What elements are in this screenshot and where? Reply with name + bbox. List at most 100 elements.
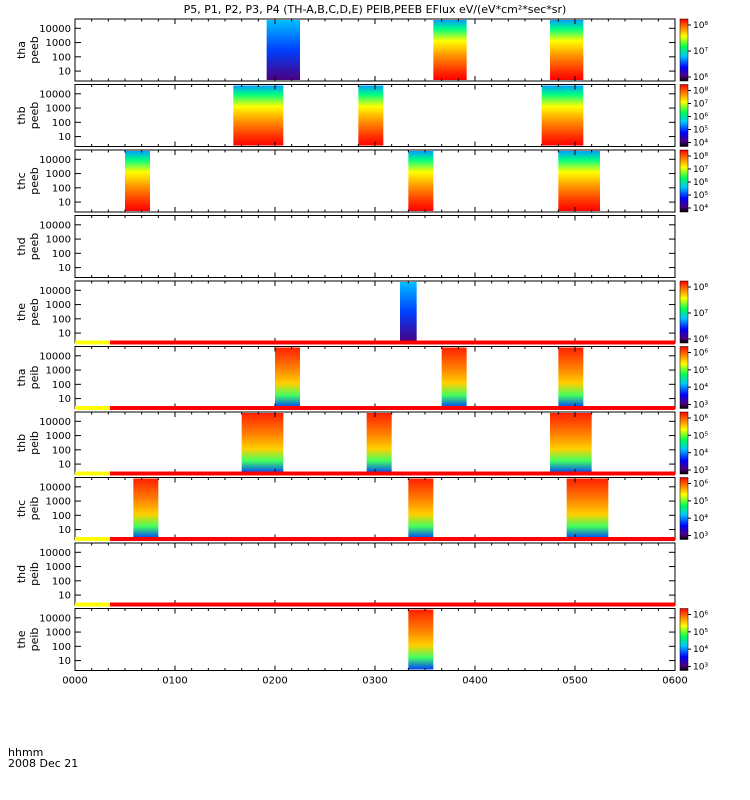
colorbar-label: 10⁴ (693, 514, 708, 524)
y-tick-label: 10000 (39, 286, 71, 297)
spectrogram-block-1 (400, 282, 417, 342)
panel-thb-peeb: 10000 1000 100 10 thb peeb 10⁸ 10⁷ 10⁶ 10⁵ 10⁴ (15, 84, 708, 149)
panel-frame (74, 346, 676, 409)
x-tick-label: 0300 (362, 676, 387, 687)
colorbar-label: 10⁶ (693, 178, 708, 188)
x-tick-label: 0600 (662, 676, 687, 687)
colorbar (679, 411, 689, 475)
y-tick-label: 10 (58, 329, 71, 340)
mode-bar-red (110, 537, 675, 541)
panel-label: thc (15, 500, 28, 517)
mode-bar-yellow (75, 602, 110, 607)
y-tick-label: 100 (52, 249, 71, 260)
colorbar-label: 10⁴ (693, 204, 708, 214)
colorbar-label: 10⁴ (693, 139, 708, 149)
mode-bar-red (110, 340, 675, 345)
y-tick-label: 10 (58, 591, 71, 602)
panel-label: peeb (28, 36, 41, 64)
panel-thc-peib: 10000 1000 100 10 thc peib 10⁶ 10⁵ 10⁴ 10³ (15, 471, 708, 542)
colorbar-label: 10³ (693, 663, 708, 673)
colorbar-label: 10⁵ (693, 628, 708, 638)
colorbar (679, 477, 689, 540)
y-tick-label: 1000 (46, 497, 71, 508)
panel-label: peeb (28, 167, 41, 195)
colorbar-label: 10⁸ (693, 152, 708, 162)
y-tick-label: 10000 (39, 548, 71, 559)
spectrogram-block-3 (566, 478, 609, 539)
bottom-axis: 0000 0100 0200 0300 0400 0500 0600 (62, 676, 687, 687)
y-tick-label: 10000 (39, 220, 71, 231)
y-tick-label: 10000 (39, 417, 71, 428)
spectrogram-block-1 (408, 609, 434, 670)
y-tick-label: 1000 (46, 366, 71, 377)
colorbar-label: 10⁶ (693, 480, 708, 490)
panel-the-peeb: 10000 1000 100 10 the peeb 10⁸ 10⁷ 10⁶ (15, 280, 708, 345)
panel-label: the (15, 303, 28, 321)
spectrogram-block-1 (275, 347, 300, 408)
colorbar-label: 10⁶ (693, 349, 708, 359)
panel-label: peib (28, 562, 41, 586)
time-axis-label: hhmm (8, 746, 43, 759)
y-tick-label: 10000 (39, 351, 71, 362)
colorbar-label: 10⁴ (693, 383, 708, 393)
x-tick-label: 0200 (262, 676, 287, 687)
colorbar-label: 10⁵ (693, 126, 708, 136)
spectrogram-block-2 (408, 151, 434, 211)
panel-label: peib (28, 628, 41, 652)
mode-bar-yellow (75, 340, 110, 345)
mode-bar-red (110, 471, 675, 476)
x-tick-label: 0400 (462, 676, 487, 687)
spectrogram-block-2 (366, 413, 392, 473)
spectrogram-block-1 (241, 413, 284, 473)
y-tick-label: 10000 (39, 155, 71, 166)
y-tick-label: 10 (58, 656, 71, 667)
panel-the-peib: 10000 1000 100 10 the peib 10⁶ 10⁵ 10⁴ 10³ (15, 602, 708, 673)
colorbar-label: 10⁷ (693, 100, 708, 110)
panel-label: thd (15, 565, 28, 583)
mode-bar-yellow (75, 406, 110, 410)
spectrogram-block-1 (125, 151, 150, 211)
y-tick-label: 100 (52, 576, 71, 587)
y-tick-label: 1000 (46, 431, 71, 442)
y-tick-label: 10 (58, 394, 71, 405)
spectrogram-block-1 (266, 20, 300, 80)
panel-tha-peib: 10000 1000 100 10 tha peib 10⁶ 10⁵ 10⁴ 10³ (15, 340, 708, 411)
y-tick-label: 1000 (46, 562, 71, 573)
y-tick-label: 1000 (46, 628, 71, 639)
colorbar-label: 10³ (693, 532, 708, 542)
y-tick-label: 10 (58, 525, 71, 536)
y-tick-label: 100 (52, 445, 71, 456)
y-tick-label: 10000 (39, 24, 71, 35)
y-tick-label: 10000 (39, 89, 71, 100)
colorbar-label: 10⁶ (693, 414, 708, 424)
colorbar (679, 346, 689, 409)
colorbar-label: 10⁷ (693, 309, 708, 319)
y-tick-label: 10 (58, 460, 71, 471)
colorbar-label: 10⁷ (693, 47, 708, 57)
spectrogram-block-2 (441, 347, 467, 408)
colorbar (679, 18, 689, 82)
panel-tha-peeb: 10000 1000 100 10 tha peeb 10⁸ 10⁷ 10⁶ (15, 18, 708, 83)
colorbar-label: 10⁵ (693, 431, 708, 441)
panel-thd-peib: 10000 1000 100 10 thd peib (15, 537, 676, 606)
colorbar-label: 10⁴ (693, 449, 708, 459)
colorbar-label: 10⁵ (693, 366, 708, 376)
panel-label: peib (28, 431, 41, 455)
colorbar-label: 10⁵ (693, 191, 708, 201)
panel-label: thd (15, 237, 28, 255)
colorbar (679, 280, 689, 344)
colorbar-label: 10³ (693, 466, 708, 476)
panel-label: peib (28, 497, 41, 521)
panel-frame (74, 215, 676, 278)
y-tick-label: 1000 (46, 235, 71, 246)
y-tick-label: 1000 (46, 104, 71, 115)
x-tick-label: 0500 (562, 676, 587, 687)
y-tick-label: 1000 (46, 300, 71, 311)
y-tick-label: 100 (52, 642, 71, 653)
panel-thb-peib: 10000 1000 100 10 thb peib 10⁶ 10⁵ 10⁴ 10³ (15, 406, 708, 476)
spectrogram-block-3 (550, 413, 592, 473)
panel-label: tha (15, 41, 28, 59)
panel-label: tha (15, 368, 28, 386)
spectrogram-block-2 (408, 478, 434, 539)
